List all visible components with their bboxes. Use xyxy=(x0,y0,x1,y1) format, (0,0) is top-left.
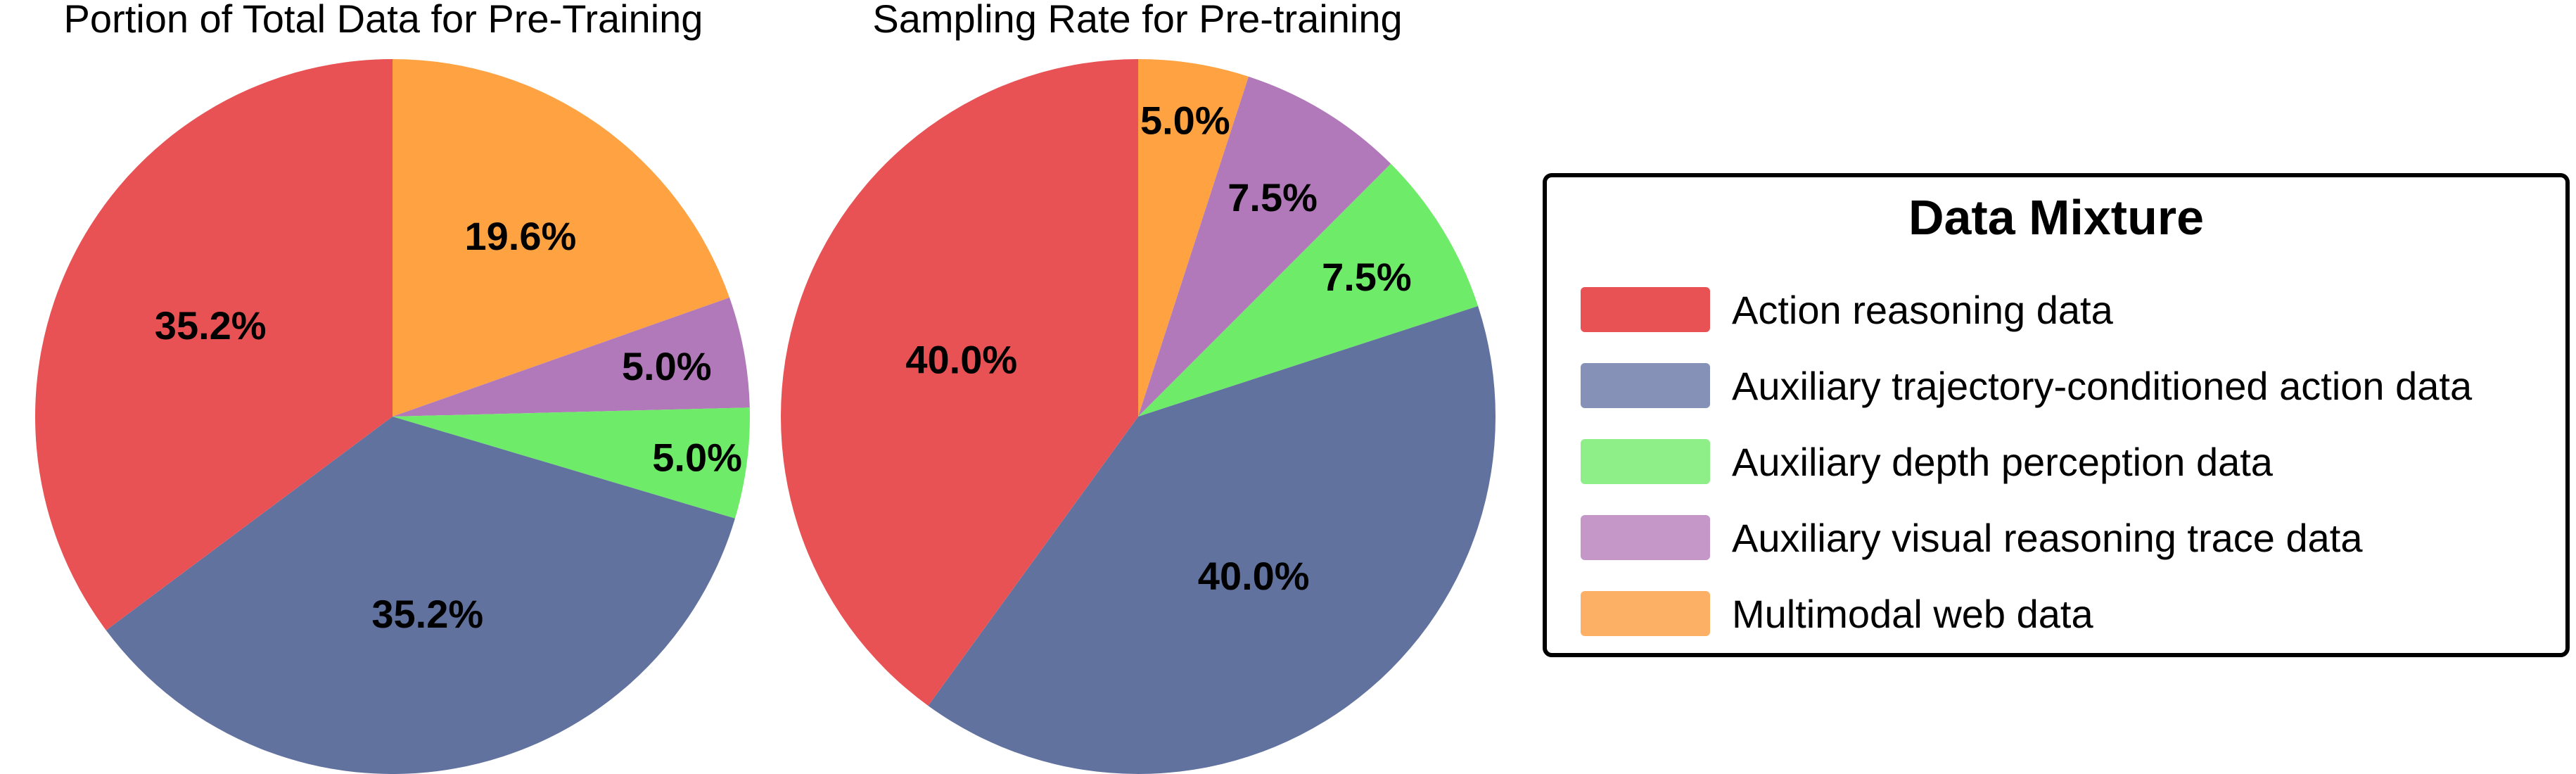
pie-slice-auxiliary-depth-perception-data xyxy=(1138,163,1479,417)
legend-swatch-auxiliary-depth-perception-data xyxy=(1581,439,1710,484)
legend-swatch-auxiliary-trajectory-conditioned-action-data xyxy=(1581,363,1710,408)
legend: Data Mixture Action reasoning data Auxili… xyxy=(1543,173,2570,657)
sampling-pie-slices xyxy=(781,59,1496,774)
pie-slice-multimodal-web-data xyxy=(1138,59,1249,417)
legend-label-auxiliary-depth-perception-data: Auxiliary depth perception data xyxy=(1732,440,2274,484)
legend-swatch-action-reasoning-data xyxy=(1581,287,1710,332)
pie-slice-auxiliary-visual-reasoning-trace-data xyxy=(1138,76,1391,417)
slice-value-label: 5.0% xyxy=(622,344,712,388)
slice-value-label: 5.0% xyxy=(1140,99,1230,143)
pie-slice-auxiliary-depth-perception-data xyxy=(393,407,751,519)
slice-value-label: 35.2% xyxy=(155,303,267,348)
portion-pie-labels: 19.6% 5.0% 5.0% 35.2% 35.2% xyxy=(155,214,742,636)
chart-title-sampling: Sampling Rate for Pre-training xyxy=(872,0,1402,41)
legend-title: Data Mixture xyxy=(1908,190,2204,245)
legend-label-multimodal-web-data: Multimodal web data xyxy=(1732,592,2093,636)
sampling-rate-pie-chart: Sampling Rate for Pre-training 5.0% 7.5%7… xyxy=(781,0,1496,774)
slice-value-label: 7.5% xyxy=(1322,255,1412,299)
portion-pie-slices xyxy=(34,59,751,774)
sampling-pie-labels: 5.0% 7.5%7.5% 40.0% 40.0% xyxy=(905,99,1411,599)
slice-value-label: 40.0% xyxy=(905,337,1017,381)
portion-of-total-pie-chart: Portion of Total Data for Pre-Training 1… xyxy=(34,0,751,774)
chart-title-portion: Portion of Total Data for Pre-Training xyxy=(64,0,703,41)
legend-frame xyxy=(1543,173,2570,657)
legend-swatch-auxiliary-visual-reasoning-trace-data xyxy=(1581,515,1710,560)
slice-value-label: 19.6% xyxy=(465,214,577,258)
legend-label-auxiliary-visual-reasoning-trace-data: Auxiliary visual reasoning trace data xyxy=(1732,516,2363,560)
slice-value-label: 35.2% xyxy=(371,592,483,636)
slice-value-label: 7.5% xyxy=(1228,175,1318,220)
pie-slice-action-reasoning-data xyxy=(34,59,393,630)
legend-label-auxiliary-trajectory-conditioned-action-data: Auxiliary trajectory-conditioned action … xyxy=(1732,364,2473,408)
legend-label-action-reasoning-data: Action reasoning data xyxy=(1732,288,2114,332)
slice-value-label: 40.0% xyxy=(1198,554,1310,598)
pie-slice-auxiliary-visual-reasoning-trace-data xyxy=(393,297,750,417)
slice-value-label: 5.0% xyxy=(652,436,742,480)
legend-items: Action reasoning data Auxiliary trajector… xyxy=(1581,287,2473,636)
pie-slice-action-reasoning-data xyxy=(781,59,1138,706)
legend-swatch-multimodal-web-data xyxy=(1581,591,1710,636)
pie-slice-auxiliary-trajectory-conditioned-action-data xyxy=(106,417,735,774)
pie-slice-auxiliary-trajectory-conditioned-action-data xyxy=(928,306,1496,774)
pie-slice-multimodal-web-data xyxy=(393,59,730,417)
